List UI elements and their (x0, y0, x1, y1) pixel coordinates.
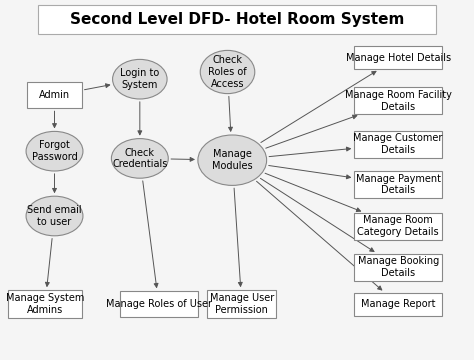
Text: Forgot
Password: Forgot Password (32, 140, 77, 162)
Ellipse shape (200, 50, 255, 94)
FancyBboxPatch shape (8, 290, 82, 318)
Text: Admin: Admin (39, 90, 70, 100)
Text: Second Level DFD- Hotel Room System: Second Level DFD- Hotel Room System (70, 12, 404, 27)
Text: Manage Payment
Details: Manage Payment Details (356, 174, 441, 195)
Text: Manage
Modules: Manage Modules (212, 149, 253, 171)
FancyBboxPatch shape (38, 5, 436, 34)
FancyBboxPatch shape (354, 131, 442, 158)
Ellipse shape (111, 139, 168, 178)
FancyBboxPatch shape (27, 82, 82, 108)
Text: Manage Room
Category Details: Manage Room Category Details (357, 215, 439, 237)
Text: Manage Customer
Details: Manage Customer Details (354, 133, 443, 155)
Text: Manage User
Permission: Manage User Permission (210, 293, 274, 315)
Text: Manage Room Facility
Details: Manage Room Facility Details (345, 90, 452, 112)
Text: Send email
to user: Send email to user (27, 205, 82, 227)
Text: Login to
System: Login to System (120, 68, 159, 90)
Text: Manage System
Admins: Manage System Admins (6, 293, 84, 315)
Text: Check
Roles of
Access: Check Roles of Access (208, 55, 247, 89)
Ellipse shape (26, 196, 83, 236)
FancyBboxPatch shape (354, 87, 442, 114)
Text: Manage Booking
Details: Manage Booking Details (357, 256, 439, 278)
Ellipse shape (198, 135, 266, 185)
Text: Check
Credentials: Check Credentials (112, 148, 167, 169)
FancyBboxPatch shape (354, 212, 442, 240)
Text: Manage Hotel Details: Manage Hotel Details (346, 53, 451, 63)
Ellipse shape (112, 59, 167, 99)
FancyBboxPatch shape (207, 290, 276, 318)
FancyBboxPatch shape (354, 253, 442, 281)
Text: Manage Report: Manage Report (361, 299, 436, 309)
FancyBboxPatch shape (119, 291, 198, 317)
FancyBboxPatch shape (354, 171, 442, 198)
Text: Manage Roles of User: Manage Roles of User (106, 299, 212, 309)
FancyBboxPatch shape (354, 292, 442, 316)
Ellipse shape (26, 131, 83, 171)
FancyBboxPatch shape (354, 46, 442, 69)
